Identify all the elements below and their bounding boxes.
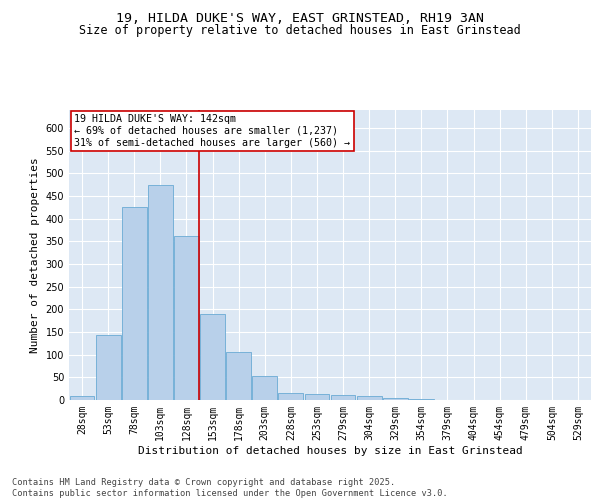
- Bar: [70, 396, 94, 400]
- Y-axis label: Number of detached properties: Number of detached properties: [30, 157, 40, 353]
- Bar: [253, 376, 277, 400]
- Text: 19 HILDA DUKE'S WAY: 142sqm
← 69% of detached houses are smaller (1,237)
31% of : 19 HILDA DUKE'S WAY: 142sqm ← 69% of det…: [74, 114, 350, 148]
- Bar: [122, 208, 146, 400]
- Text: Size of property relative to detached houses in East Grinstead: Size of property relative to detached ho…: [79, 24, 521, 37]
- Bar: [278, 393, 303, 400]
- Text: Contains HM Land Registry data © Crown copyright and database right 2025.
Contai: Contains HM Land Registry data © Crown c…: [12, 478, 448, 498]
- Bar: [200, 314, 225, 400]
- Bar: [383, 398, 407, 400]
- Bar: [357, 396, 382, 400]
- Bar: [96, 335, 121, 400]
- Bar: [305, 394, 329, 400]
- Bar: [174, 236, 199, 400]
- Bar: [148, 185, 173, 400]
- Bar: [409, 398, 434, 400]
- Text: 19, HILDA DUKE'S WAY, EAST GRINSTEAD, RH19 3AN: 19, HILDA DUKE'S WAY, EAST GRINSTEAD, RH…: [116, 12, 484, 26]
- Bar: [226, 352, 251, 400]
- X-axis label: Distribution of detached houses by size in East Grinstead: Distribution of detached houses by size …: [137, 446, 523, 456]
- Bar: [331, 395, 355, 400]
